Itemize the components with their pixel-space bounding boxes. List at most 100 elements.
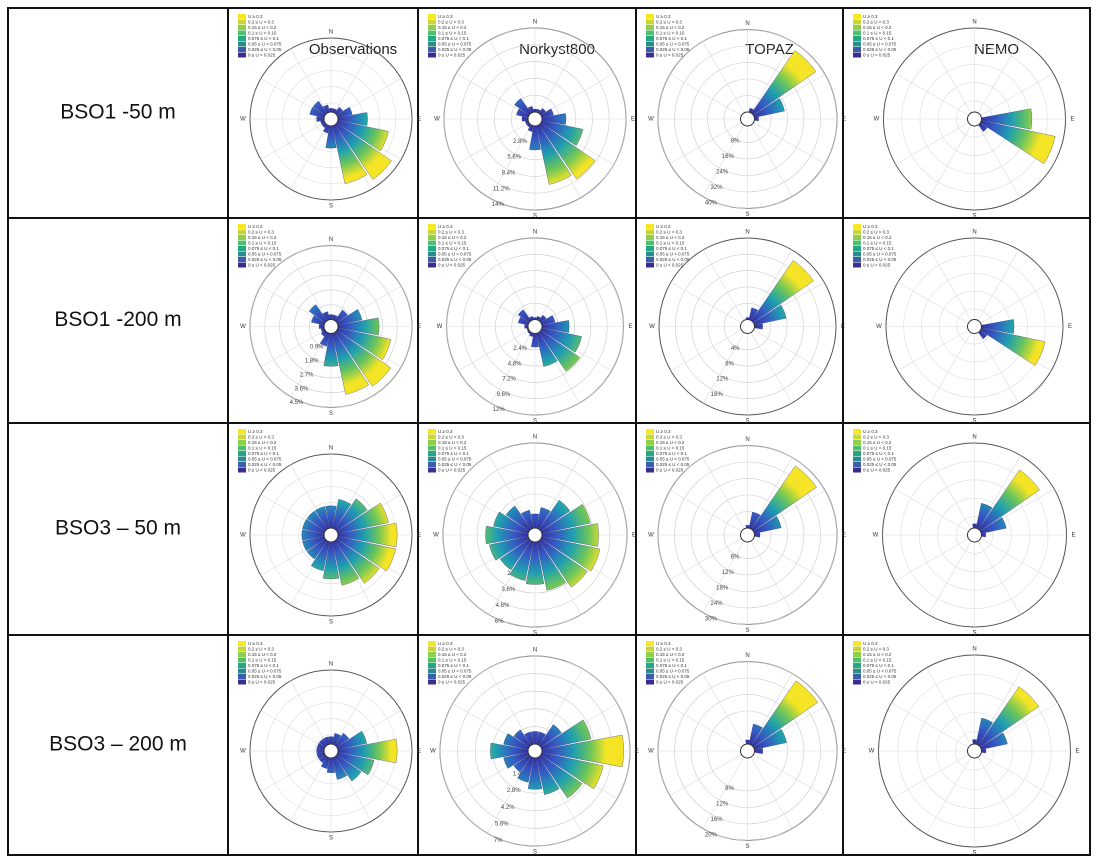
legend-swatch [238, 252, 246, 257]
row-label: BSO1 -200 m [54, 308, 181, 331]
ring-label: 5.6% [495, 821, 509, 827]
legend-swatch [428, 246, 436, 251]
legend-label: 0 ≤ U < 0.025 [248, 262, 276, 267]
compass-label: W [240, 749, 246, 755]
legend-swatch [428, 641, 436, 646]
legend-swatch [238, 647, 246, 652]
legend-label: 0.2 ≤ U < 0.3 [438, 19, 464, 24]
legend-swatch [428, 429, 436, 434]
spoke [898, 327, 975, 371]
legend-label: 0.1 ≤ U < 0.15 [863, 30, 892, 35]
legend-label: 0.1 ≤ U < 0.15 [656, 240, 685, 245]
ring-label: 1.8% [305, 358, 319, 364]
ring-label: 6% [495, 619, 504, 625]
legend-swatch [238, 440, 246, 445]
petal [978, 687, 1038, 747]
compass-label: E [1068, 324, 1072, 330]
compass-label: E [632, 533, 636, 539]
compass-label: W [649, 324, 655, 330]
calm-circle [741, 112, 755, 126]
legend-swatch [238, 429, 246, 434]
legend-label: 0.1 ≤ U < 0.15 [656, 445, 685, 450]
petal [972, 740, 976, 745]
legend-label: 0.05 ≤ U < 0.075 [656, 456, 690, 461]
legend-swatch [646, 446, 654, 451]
legend-swatch [238, 257, 246, 262]
legend-label: U ≥ 0.3 [656, 14, 671, 19]
ring-label: 12% [493, 407, 506, 413]
compass-label: W [874, 117, 880, 123]
legend-swatch [853, 669, 861, 674]
legend-swatch [238, 31, 246, 36]
legend-swatch [646, 47, 654, 52]
legend-swatch [428, 42, 436, 47]
ring-label: 32% [711, 185, 724, 191]
legend-swatch [853, 257, 861, 262]
compass-label: N [533, 435, 537, 441]
legend-swatch [428, 435, 436, 440]
legend-swatch [853, 263, 861, 268]
compass-label: E [842, 533, 846, 539]
legend-label: U ≥ 0.3 [248, 429, 263, 434]
legend-swatch [238, 674, 246, 679]
calm-circle [968, 112, 982, 126]
compass-label: S [745, 628, 749, 634]
compass-label: S [329, 204, 333, 210]
ring-label: 16% [722, 154, 735, 160]
legend-swatch [646, 25, 654, 30]
legend-label: 0.025 ≤ U < 0.05 [656, 462, 690, 467]
row-label: BSO3 – 50 m [55, 517, 181, 540]
legend-label: 0.075 ≤ U < 0.1 [656, 36, 687, 41]
legend-swatch [646, 257, 654, 262]
compass-label: S [533, 850, 537, 856]
spoke [975, 250, 1019, 327]
legend-swatch [646, 669, 654, 674]
legend-label: 0.05 ≤ U < 0.075 [863, 251, 897, 256]
spoke [929, 535, 975, 615]
compass-label: N [533, 648, 537, 654]
ring-label: 3.6% [501, 587, 515, 593]
compass-label: N [533, 20, 537, 26]
legend-label: 0.025 ≤ U < 0.05 [863, 674, 897, 679]
legend-swatch [238, 230, 246, 235]
compass-label: W [240, 533, 246, 539]
compass-label: E [417, 324, 421, 330]
compass-label: N [972, 435, 976, 441]
legend-label: U ≥ 0.3 [863, 429, 878, 434]
legend-label: 0 ≤ U < 0.025 [863, 52, 891, 57]
legend-swatch [428, 14, 436, 19]
spoke [975, 535, 1021, 615]
ring-label: 16% [711, 392, 724, 398]
legend-label: 0.2 ≤ U < 0.3 [863, 229, 889, 234]
legend-swatch [853, 246, 861, 251]
legend-swatch [646, 457, 654, 462]
legend-swatch [853, 446, 861, 451]
legend-label: 0.1 ≤ U < 0.15 [438, 657, 467, 662]
ring-label: 12% [716, 802, 729, 808]
legend-label: 0.2 ≤ U < 0.3 [656, 646, 682, 651]
legend-label: 0.05 ≤ U < 0.075 [438, 41, 472, 46]
legend-swatch [646, 647, 654, 652]
legend-swatch [428, 224, 436, 229]
legend-label: 0.1 ≤ U < 0.15 [248, 30, 277, 35]
calm-circle [968, 320, 982, 334]
petal [981, 749, 986, 753]
legend-label: 0.025 ≤ U < 0.05 [863, 462, 897, 467]
ring-label: 8% [725, 786, 734, 792]
legend-swatch [853, 235, 861, 240]
ring-label: 24% [716, 170, 729, 176]
ring-label: 20% [705, 833, 718, 839]
spoke [929, 455, 975, 535]
compass-label: W [873, 533, 879, 539]
calm-circle [741, 320, 755, 334]
legend-label: 0.075 ≤ U < 0.1 [438, 663, 469, 668]
legend-swatch [238, 658, 246, 663]
calm-circle [324, 112, 338, 126]
legend-swatch [646, 230, 654, 235]
legend-swatch [853, 224, 861, 229]
legend-swatch [646, 14, 654, 19]
legend-swatch [646, 235, 654, 240]
legend-swatch [853, 674, 861, 679]
legend-swatch [428, 674, 436, 679]
legend-swatch [853, 36, 861, 41]
